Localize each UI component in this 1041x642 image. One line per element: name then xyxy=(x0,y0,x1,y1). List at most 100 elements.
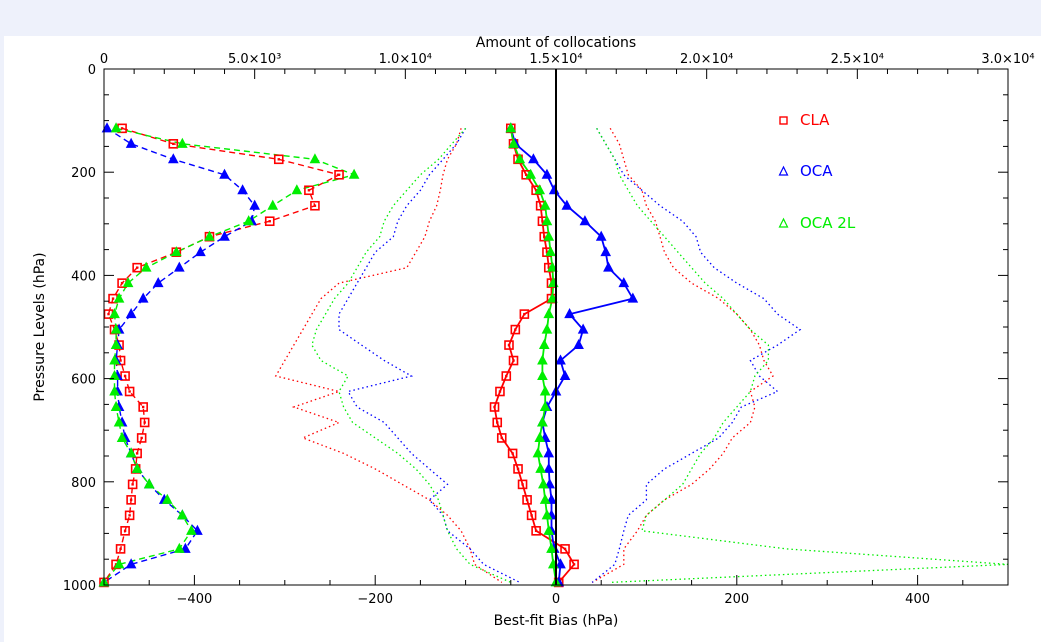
series-oca-count-point xyxy=(219,230,230,241)
series-oca-count-point xyxy=(125,558,137,569)
series-cla-count-point-dot xyxy=(135,452,139,455)
series-oca-bias-point xyxy=(595,230,607,241)
series-cla-count-point xyxy=(136,433,147,443)
series-cla-count-point-outer xyxy=(120,526,130,536)
y-tick-label: 800 xyxy=(71,476,96,491)
series-cla-count-point-dot xyxy=(307,189,311,192)
series-oca-bias-point xyxy=(600,246,612,257)
top-x-tick-label: 1.5×10⁴ xyxy=(529,52,582,67)
top-x-tick-label: 5.0×10³ xyxy=(228,52,281,67)
series-oca-bias-point xyxy=(573,338,584,350)
series-oca-2l-count-point xyxy=(131,462,143,473)
series-oca-2l-count-point xyxy=(109,385,120,396)
series-oca-count-point xyxy=(152,277,164,288)
series-cla-count-point xyxy=(124,386,135,397)
series-cla-count-point-outer xyxy=(124,510,135,521)
series-cla-bias-point-outer xyxy=(504,340,514,350)
series-cla-count-point-outer xyxy=(304,185,314,196)
series-cla-bias-point xyxy=(513,464,523,474)
series-oca-2l-bias-point xyxy=(546,542,557,553)
series-oca-2l-count-point xyxy=(110,323,122,334)
series-cla-count-point-outer xyxy=(139,417,150,428)
series-cla-count-point-dot xyxy=(141,405,145,409)
series-cla-count-point-dot xyxy=(143,421,146,424)
series-cla-count-point-outer xyxy=(124,386,135,397)
series-oca-2l-bias-upper-line xyxy=(596,127,1009,584)
series-oca-2l-bias-point xyxy=(538,478,549,489)
series-cla-count-point-outer xyxy=(136,433,147,443)
series-oca-2l-count-point xyxy=(309,153,321,164)
series-cla-count-point xyxy=(124,510,135,521)
series-cla-count-point-dot xyxy=(277,158,280,161)
series-cla-count-point-dot xyxy=(107,312,110,316)
series-cla-bias-point xyxy=(504,340,514,350)
series-oca-2l-bias-point xyxy=(543,230,555,241)
series-oca-2l-count-point xyxy=(113,558,125,569)
y-tick-label: 600 xyxy=(71,373,96,388)
series-oca-count-point xyxy=(219,168,230,179)
series-cla-count-point xyxy=(273,154,284,165)
series-cla-bias-point-dot xyxy=(511,452,514,455)
series-oca-bias-point xyxy=(543,447,555,458)
series-cla-bias-point-dot xyxy=(530,514,533,517)
series-cla-bias-point-dot xyxy=(507,343,511,347)
series-cla-bias-point-outer xyxy=(519,309,530,319)
series-oca-2l-count-point xyxy=(122,277,134,288)
top-x-tick-label: 0 xyxy=(100,52,108,67)
series-cla-count-point-dot xyxy=(140,436,143,440)
series-cla-bias-point xyxy=(507,448,518,459)
series-oca-2l-bias-lower-line xyxy=(311,127,512,583)
series-oca-2l-bias-point xyxy=(525,168,537,179)
series-cla-bias-point-outer xyxy=(517,479,528,490)
series-oca-2l-bias-point xyxy=(547,261,558,272)
series-oca-2l-count-point xyxy=(204,230,215,241)
series-cla-bias-point-dot xyxy=(545,250,549,254)
series-cla-bias-point xyxy=(569,559,579,570)
series-cla-count-point-outer xyxy=(132,262,142,273)
series-cla-count-point-outer xyxy=(168,139,179,149)
series-oca-2l-bias-point xyxy=(537,416,548,427)
series-cla-count-point-dot xyxy=(128,390,131,393)
series-cla-count-point xyxy=(115,544,126,554)
series-oca-bias-upper-line xyxy=(591,127,802,583)
series-cla-count-point-outer xyxy=(273,154,284,165)
series-oca-2l-count-point xyxy=(177,509,188,520)
series-cla-count-point-outer xyxy=(126,495,136,505)
series-oca-count-point xyxy=(167,153,179,164)
series-oca-2l-bias-point xyxy=(538,338,550,350)
series-cla-count-point-outer xyxy=(138,402,148,412)
series-cla-bias-point-dot xyxy=(505,374,508,378)
series-oca-2l-bias-point xyxy=(545,246,556,257)
series-cla-bias-point-outer xyxy=(560,544,570,554)
series-oca-2l-bias-point xyxy=(537,354,548,365)
series-cla-count-point-dot xyxy=(128,514,131,517)
series-cla-count-point-dot xyxy=(268,220,271,223)
series-cla-count-point-outer xyxy=(120,371,130,381)
series-oca-2l-count-point xyxy=(186,524,197,535)
series-cla-count-point-dot xyxy=(119,547,122,551)
series-oca-2l-count-point xyxy=(267,199,279,210)
legend-cla-marker xyxy=(779,116,788,125)
series-oca-count-point xyxy=(195,246,206,257)
series-oca-count-point xyxy=(137,292,149,303)
series-cla-bias-point xyxy=(501,371,512,381)
series-cla-count-point xyxy=(139,417,150,428)
series-oca-bias-point xyxy=(618,277,630,288)
series-oca-2l-bias-point xyxy=(541,509,553,520)
series-oca-bias-lower-line xyxy=(338,127,521,583)
series-cla-bias-point xyxy=(489,402,500,412)
series-cla-count-point-dot xyxy=(123,374,127,378)
series-oca-2l-bias-point xyxy=(514,153,526,164)
series-cla-bias-point-dot xyxy=(547,266,550,269)
series-cla-bias-point xyxy=(495,386,505,397)
series-cla-bias-point xyxy=(496,433,507,443)
series-oca-2l-count-point xyxy=(109,369,120,381)
series-cla-bias-point-dot xyxy=(521,483,524,486)
series-oca-2l-count-point xyxy=(174,542,185,553)
x-tick-label: −200 xyxy=(357,592,393,607)
series-oca-2l-count-point xyxy=(170,246,182,257)
series-cla-bias-point-dot xyxy=(563,547,567,551)
series-cla-bias-point xyxy=(510,324,521,335)
series-cla-bias-point-dot xyxy=(500,436,503,440)
